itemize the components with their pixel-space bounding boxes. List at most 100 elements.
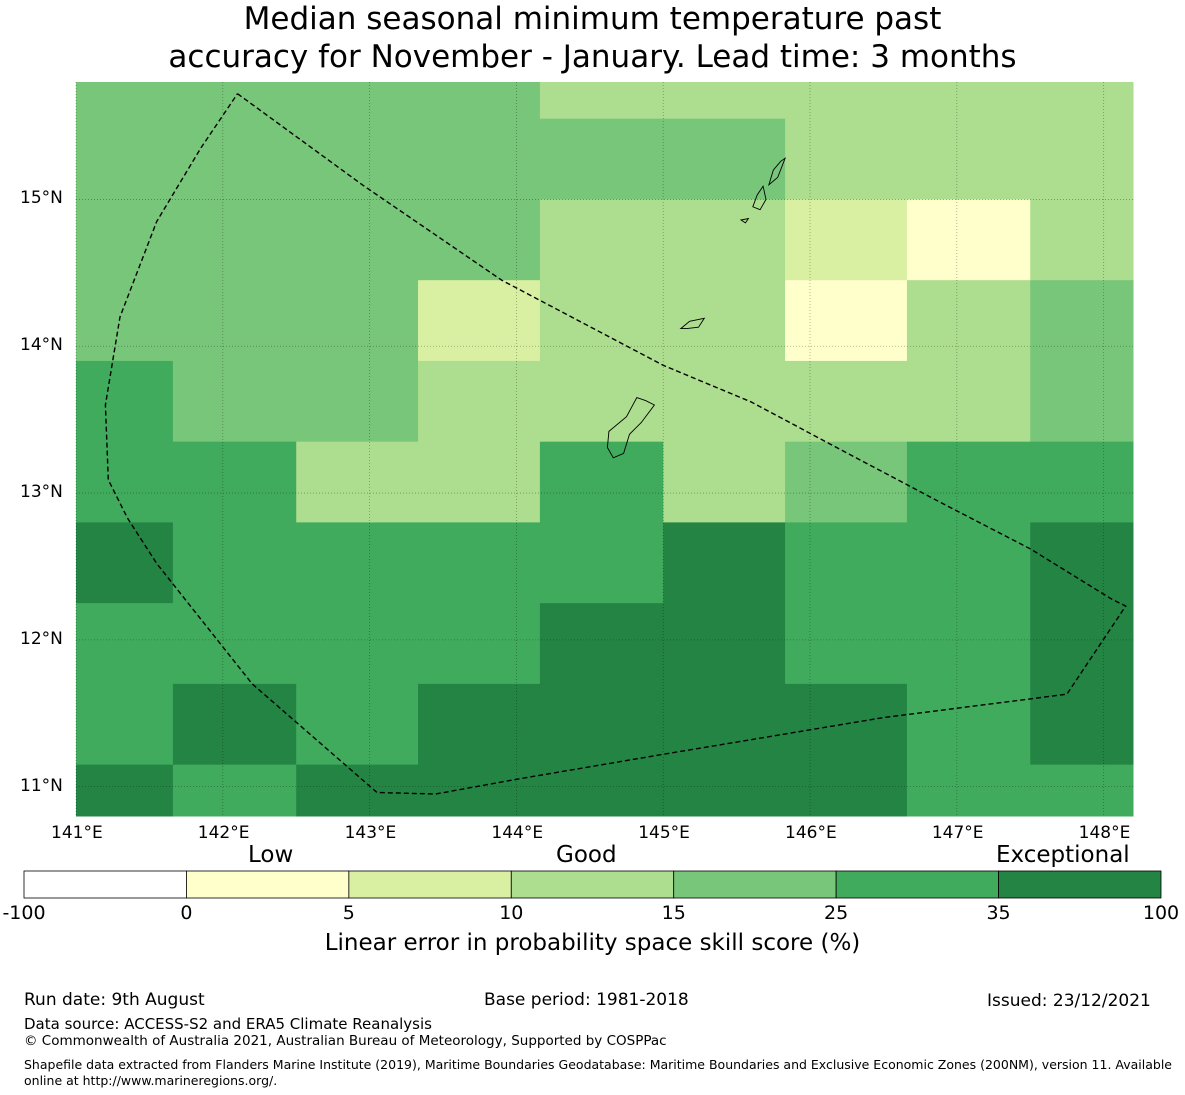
colorbar-tick-label: 100 — [1142, 902, 1180, 924]
island-outline — [739, 217, 750, 224]
colorbar-tick-label: 25 — [824, 902, 849, 924]
grid-cell — [906, 280, 1031, 362]
grid-cell — [418, 683, 541, 766]
grid-cell — [906, 82, 1031, 120]
grid-cell — [418, 764, 541, 817]
category-low-label: Low — [248, 842, 294, 868]
grid-cell — [906, 764, 1031, 817]
grid-cell — [663, 118, 786, 200]
colorbar-tick-label: 0 — [180, 902, 193, 924]
grid-cell — [663, 280, 786, 362]
grid-cell — [1030, 199, 1134, 281]
longitude-tick-label: 148°E — [1078, 823, 1131, 843]
grid-cell — [663, 199, 786, 281]
latitude-tick-label: 15°N — [20, 188, 63, 209]
run-date: Run date: 9th August — [24, 990, 205, 1010]
grid-cell — [663, 522, 786, 604]
skill-grid — [76, 82, 1134, 817]
latitude-tick-label: 12°N — [20, 628, 63, 649]
title-line-2: accuracy for November - January. Lead ti… — [168, 39, 1017, 75]
grid-cell — [76, 764, 174, 817]
grid-cell — [418, 199, 541, 281]
grid-cell — [76, 280, 174, 362]
colorbar-label: Linear error in probability space skill … — [324, 930, 861, 956]
grid-cell — [76, 360, 174, 443]
grid-cell — [906, 199, 1031, 281]
grid-cell — [418, 280, 541, 362]
latitude-tick-label: 11°N — [20, 775, 63, 796]
grid-cell — [418, 522, 541, 604]
colorbar-swatch — [23, 870, 187, 899]
colorbar-swatch — [186, 870, 350, 899]
category-good-label: Good — [556, 842, 617, 868]
coastlines — [606, 157, 787, 459]
grid-cell — [785, 522, 908, 604]
chart-title: Median seasonal minimum temperature past… — [0, 0, 1185, 76]
grid-cell — [418, 603, 541, 685]
grid-cell — [906, 360, 1031, 443]
island-outline — [768, 157, 787, 187]
colorbar-tick-label: 15 — [661, 902, 686, 924]
longitude-tick-label: 145°E — [638, 823, 690, 843]
grid-cell — [76, 603, 174, 685]
graticule — [75, 82, 1133, 816]
colorbar-tick-label: 35 — [986, 902, 1011, 924]
grid-cell — [418, 82, 541, 120]
shapefile-credit: Shapefile data extracted from Flanders M… — [24, 1057, 1172, 1088]
grid-cell — [663, 683, 786, 766]
category-exceptional-label: Exceptional — [996, 842, 1130, 868]
grid-cell — [296, 603, 419, 685]
grid-cell — [1030, 280, 1134, 362]
grid-cell — [172, 441, 297, 523]
colorbar-swatch — [835, 870, 999, 899]
grid-cell — [1030, 683, 1134, 766]
longitude-tick-label: 142°E — [197, 823, 250, 843]
colorbar-tick-label: 10 — [499, 902, 524, 924]
grid-cell — [663, 603, 786, 685]
colorbar-swatch — [998, 870, 1162, 899]
grid-cell — [172, 280, 297, 362]
colorbar-tick-label: -100 — [2, 902, 46, 924]
grid-cell — [296, 360, 419, 443]
issued-date: Issued: 23/12/2021 — [987, 991, 1151, 1011]
title-line-1: Median seasonal minimum temperature past — [243, 1, 942, 37]
longitude-tick-label: 143°E — [344, 823, 397, 843]
grid-cell — [172, 199, 297, 281]
grid-cell — [296, 118, 419, 200]
grid-cell — [539, 118, 664, 200]
grid-cell — [539, 441, 664, 523]
grid-cell — [663, 360, 786, 443]
grid-cell — [539, 199, 664, 281]
grid-cell — [76, 82, 174, 120]
grid-cell — [172, 360, 297, 443]
grid-cell — [663, 764, 786, 817]
grid-cell — [296, 683, 419, 766]
grid-cell — [906, 118, 1031, 200]
grid-cell — [785, 280, 908, 362]
grid-cell — [785, 199, 908, 281]
grid-cell — [539, 360, 664, 443]
island-outline — [752, 185, 767, 211]
grid-cell — [296, 199, 419, 281]
grid-cell — [418, 118, 541, 200]
grid-cell — [1030, 118, 1134, 200]
grid-cell — [296, 522, 419, 604]
grid-cell — [172, 522, 297, 604]
colorbar-swatch — [673, 870, 837, 899]
grid-cell — [1030, 441, 1134, 523]
grid-cell — [906, 522, 1031, 604]
grid-cell — [1030, 82, 1134, 120]
grid-cell — [76, 199, 174, 281]
grid-cell — [663, 82, 786, 120]
grid-cell — [418, 360, 541, 443]
island-outline — [679, 317, 706, 330]
grid-cell — [76, 441, 174, 523]
longitude-tick-label: 144°E — [491, 823, 544, 843]
grid-cell — [785, 82, 908, 120]
grid-cell — [785, 441, 908, 523]
colorbar — [23, 870, 1162, 899]
grid-cell — [906, 441, 1031, 523]
grid-cell — [172, 118, 297, 200]
data-source: Data source: ACCESS-S2 and ERA5 Climate … — [24, 1015, 432, 1033]
eez-boundary-line — [104, 93, 1127, 795]
